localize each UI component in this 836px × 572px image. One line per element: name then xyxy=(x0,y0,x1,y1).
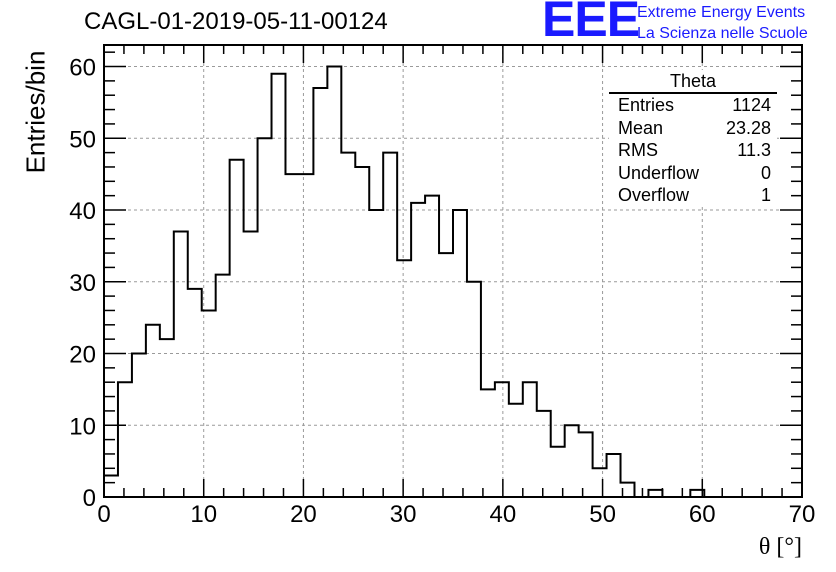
eee-logo-line-2: La Scienza nelle Scuole xyxy=(637,25,808,42)
histogram-bar xyxy=(313,88,327,497)
y-tick-label: 10 xyxy=(69,413,96,440)
histogram-bar xyxy=(607,454,621,497)
stats-box: Theta Entries 1124 Mean 23.28 RMS 11.3 U… xyxy=(609,70,777,207)
histogram-bar xyxy=(285,174,299,497)
histogram-bar xyxy=(439,253,453,497)
stats-value: 23.28 xyxy=(725,117,771,138)
x-tick-label: 20 xyxy=(290,501,317,528)
y-tick-label: 60 xyxy=(69,55,96,82)
histogram-bar xyxy=(244,232,258,497)
histogram-bar xyxy=(272,74,286,497)
stats-row-underflow: Underflow 0 xyxy=(609,162,777,185)
stats-value: 0 xyxy=(760,162,771,183)
x-axis-label: θ [°] xyxy=(758,534,802,560)
histogram-bar xyxy=(369,210,383,497)
stats-label: Mean xyxy=(618,117,664,138)
histogram-bar xyxy=(495,382,509,497)
histogram-bar xyxy=(327,67,341,497)
histogram-bar xyxy=(299,174,313,497)
histogram-bar xyxy=(411,203,425,497)
axis-ticks xyxy=(103,45,803,498)
y-tick-label: 0 xyxy=(83,485,96,512)
stats-label: Entries xyxy=(618,95,675,115)
plot-frame xyxy=(103,44,803,498)
histogram-bar xyxy=(383,153,397,497)
histogram-bar xyxy=(104,475,118,497)
histogram-bar xyxy=(537,411,551,497)
y-tick-label: 40 xyxy=(69,198,96,225)
x-tick-label: 0 xyxy=(97,501,110,528)
y-tick-label: 30 xyxy=(69,270,96,297)
x-tick-label: 50 xyxy=(589,501,616,528)
stats-value: 1 xyxy=(760,185,771,205)
histogram-bar xyxy=(258,138,272,497)
histogram-bar xyxy=(341,153,355,497)
y-axis-label: Entries/bin xyxy=(20,50,51,174)
histogram-bar xyxy=(160,339,174,497)
histogram-bar xyxy=(453,210,467,497)
stats-row-overflow: Overflow 1 xyxy=(609,184,777,207)
histogram-bar xyxy=(565,425,579,497)
histogram-bar xyxy=(355,167,369,497)
stats-label: Overflow xyxy=(618,185,690,205)
eee-logo: EEE xyxy=(542,0,640,47)
stats-title: Theta xyxy=(609,70,777,94)
stats-value: 1124 xyxy=(732,95,771,115)
histogram-bar xyxy=(146,325,160,497)
stats-label: RMS xyxy=(618,140,658,160)
stats-value: 11.3 xyxy=(737,140,771,160)
histogram-bar xyxy=(174,232,188,497)
x-tick-label: 70 xyxy=(789,501,816,528)
histogram-bar xyxy=(118,382,132,497)
histogram-bar xyxy=(523,382,537,497)
histogram-bar xyxy=(579,432,593,497)
histogram-bar xyxy=(593,468,607,497)
x-tick-label: 30 xyxy=(390,501,417,528)
histogram-bar xyxy=(216,275,230,497)
stats-row-mean: Mean 23.28 xyxy=(609,117,777,140)
histogram-bar xyxy=(397,260,411,497)
x-tick-label: 40 xyxy=(490,501,517,528)
stats-row-entries: Entries 1124 xyxy=(609,94,777,117)
histogram-bar xyxy=(188,289,202,497)
histogram-bar xyxy=(481,389,495,497)
histogram-bar xyxy=(202,310,216,497)
histogram-bar xyxy=(467,282,481,497)
x-tick-label: 60 xyxy=(689,501,716,528)
stats-row-rms: RMS 11.3 xyxy=(609,139,777,162)
stats-label: Underflow xyxy=(618,162,700,183)
x-tick-label: 10 xyxy=(190,501,217,528)
eee-logo-line-1: Extreme Energy Events xyxy=(637,4,806,21)
histogram-bar xyxy=(230,160,244,497)
plot-border xyxy=(103,44,803,498)
chart-title: CAGL-01-2019-05-11-00124 xyxy=(84,8,388,35)
histogram-bar xyxy=(648,490,662,497)
y-tick-label: 20 xyxy=(69,342,96,369)
histogram-bar xyxy=(509,404,523,497)
histogram-bar xyxy=(132,354,146,497)
y-tick-label: 50 xyxy=(69,126,96,153)
histogram-bar xyxy=(425,196,439,497)
